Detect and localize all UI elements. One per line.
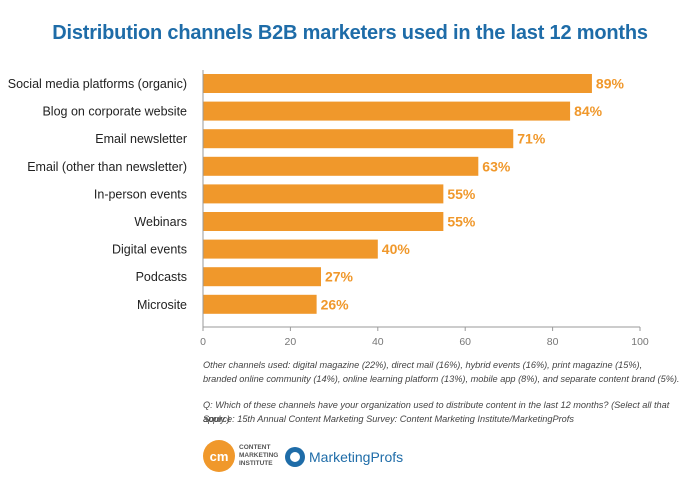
- x-axis-group: 0 20 40 60 80 100: [200, 70, 649, 348]
- value-label: 40%: [382, 241, 411, 257]
- chart-title: Distribution channels B2B marketers used…: [52, 22, 648, 44]
- x-tick-label: 60: [459, 336, 471, 348]
- cmi-text-line-2: MARKETING: [239, 452, 279, 459]
- bar: [203, 239, 378, 259]
- survey-question-note: Q: Which of these channels have your org…: [203, 400, 670, 424]
- marketingprofs-text: MarketingProfs: [309, 449, 404, 465]
- bar: [203, 101, 571, 121]
- bar: [203, 129, 514, 149]
- bars-group: [203, 74, 592, 314]
- value-label: 27%: [325, 269, 354, 285]
- category-label: Digital events: [112, 243, 187, 257]
- category-label: Email newsletter: [95, 132, 187, 146]
- category-labels-group: Social media platforms (organic) Blog on …: [8, 77, 187, 312]
- marketingprofs-icon: [285, 447, 305, 467]
- value-label: 55%: [447, 186, 476, 202]
- category-label: Email (other than newsletter): [27, 160, 187, 174]
- category-label: Blog on corporate website: [42, 105, 187, 119]
- logos: cm CONTENT MARKETING INSTITUTE Marketing…: [203, 440, 503, 474]
- bar: [203, 294, 317, 314]
- value-label: 63%: [482, 158, 511, 174]
- value-label: 71%: [517, 131, 546, 147]
- other-channels-line-1: Other channels used: digital magazine (2…: [203, 360, 643, 370]
- x-tick-label: 80: [547, 336, 559, 348]
- category-label: Microsite: [137, 298, 187, 312]
- category-label: Webinars: [134, 215, 187, 229]
- x-tick-label: 40: [372, 336, 384, 348]
- bar: [203, 212, 444, 231]
- value-labels-group: 89% 84% 71% 63% 55% 55% 40% 27% 26%: [321, 76, 625, 313]
- x-tick-label: 0: [200, 336, 206, 348]
- value-label: 26%: [321, 296, 350, 312]
- bar: [203, 156, 479, 176]
- category-label: Social media platforms (organic): [8, 77, 187, 91]
- value-label: 84%: [574, 103, 603, 119]
- marketingprofs-logo: MarketingProfs: [285, 447, 405, 469]
- x-tick-label: 20: [285, 336, 297, 348]
- cmi-logo: cm CONTENT MARKETING INSTITUTE: [203, 440, 298, 474]
- category-label: In-person events: [94, 187, 187, 201]
- category-label: Podcasts: [136, 270, 187, 284]
- cmi-logo-icon: cm: [203, 440, 235, 472]
- other-channels-note: Other channels used: digital magazine (2…: [203, 358, 683, 386]
- other-channels-line-2: branded online community (14%), online l…: [203, 374, 680, 384]
- bar: [203, 267, 321, 287]
- x-tick-label: 100: [631, 336, 649, 348]
- bar: [203, 74, 592, 93]
- cmi-text-line-1: CONTENT: [239, 444, 271, 451]
- value-label: 89%: [596, 76, 625, 92]
- source-note: Source: 15th Annual Content Marketing Su…: [203, 414, 574, 424]
- value-label: 55%: [447, 214, 476, 230]
- cmi-text-line-3: INSTITUTE: [239, 460, 273, 467]
- cmi-logo-text: CONTENT MARKETING INSTITUTE: [239, 444, 297, 468]
- bar-chart: Social media platforms (organic) Blog on …: [8, 70, 649, 348]
- bar: [203, 184, 444, 204]
